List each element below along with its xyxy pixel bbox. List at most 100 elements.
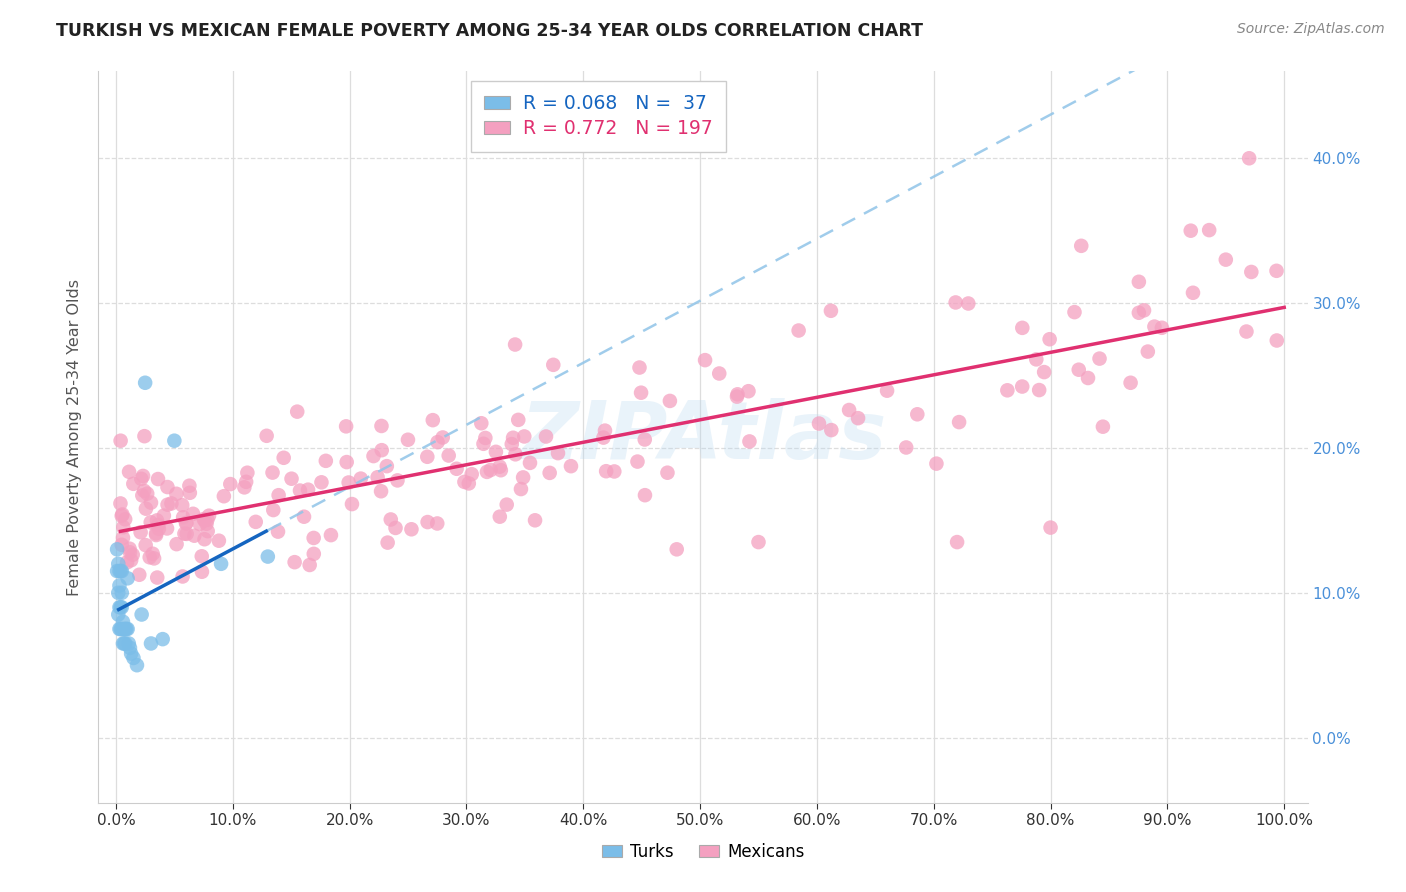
Point <box>156 521 179 535</box>
Point <box>547 446 569 460</box>
Point <box>195 516 218 531</box>
Point <box>236 466 259 480</box>
Point <box>1039 332 1062 346</box>
Point <box>245 515 267 529</box>
Legend: Turks, Mexicans: Turks, Mexicans <box>595 837 811 868</box>
Point <box>297 483 319 497</box>
Point <box>738 434 761 449</box>
Point <box>1039 520 1062 534</box>
Point <box>156 480 179 494</box>
Point <box>1128 306 1150 320</box>
Point <box>350 472 373 486</box>
Point <box>401 522 423 536</box>
Point <box>311 475 333 490</box>
Point <box>143 551 166 566</box>
Point <box>134 376 156 390</box>
Point <box>179 479 201 493</box>
Point <box>285 404 308 418</box>
Point <box>118 545 141 559</box>
Point <box>534 429 557 443</box>
Point <box>110 496 132 510</box>
Point <box>156 498 179 512</box>
Point <box>488 459 510 474</box>
Point <box>111 615 134 629</box>
Point <box>1088 351 1111 366</box>
Point <box>256 549 278 564</box>
Point <box>838 403 860 417</box>
Point <box>193 513 215 527</box>
Point <box>107 586 129 600</box>
Point <box>370 484 392 499</box>
Point <box>139 636 162 650</box>
Point <box>188 516 211 531</box>
Point <box>135 538 157 552</box>
Point <box>111 600 134 615</box>
Point <box>1240 265 1263 279</box>
Point <box>657 466 679 480</box>
Point <box>905 407 928 421</box>
Point <box>193 533 215 547</box>
Point <box>115 622 138 636</box>
Point <box>512 470 534 484</box>
Point <box>256 429 278 443</box>
Point <box>375 459 398 474</box>
Point <box>173 526 195 541</box>
Point <box>110 622 132 636</box>
Text: ZIPAtlas: ZIPAtlas <box>520 398 886 476</box>
Point <box>146 513 169 527</box>
Point <box>115 555 138 569</box>
Point <box>198 508 221 523</box>
Point <box>118 636 141 650</box>
Point <box>503 337 526 351</box>
Point <box>1119 376 1142 390</box>
Point <box>592 431 614 445</box>
Point <box>416 515 439 529</box>
Point <box>593 424 616 438</box>
Point <box>138 550 160 565</box>
Point <box>460 467 482 482</box>
Point <box>112 520 135 534</box>
Point <box>367 470 389 484</box>
Point <box>112 636 135 650</box>
Point <box>495 498 517 512</box>
Point <box>453 475 475 489</box>
Point <box>288 483 311 498</box>
Point <box>446 462 468 476</box>
Point <box>111 622 134 636</box>
Point <box>163 434 186 448</box>
Point <box>538 466 561 480</box>
Point <box>1136 344 1159 359</box>
Point <box>510 482 533 496</box>
Point <box>267 488 290 502</box>
Point <box>665 542 688 557</box>
Point <box>135 501 157 516</box>
Point <box>820 303 842 318</box>
Point <box>142 547 165 561</box>
Point <box>489 463 512 477</box>
Point <box>595 464 617 478</box>
Point <box>134 429 156 443</box>
Point <box>193 512 215 526</box>
Point <box>543 358 565 372</box>
Point <box>1025 352 1047 367</box>
Point <box>488 509 510 524</box>
Point <box>108 622 131 636</box>
Point <box>384 521 406 535</box>
Point <box>505 447 527 461</box>
Point <box>118 465 141 479</box>
Point <box>377 535 399 549</box>
Point <box>524 513 547 527</box>
Point <box>370 419 392 434</box>
Point <box>209 557 232 571</box>
Point <box>110 600 132 615</box>
Point <box>235 475 257 489</box>
Point <box>925 457 948 471</box>
Point <box>807 417 830 431</box>
Point <box>1237 151 1260 165</box>
Point <box>727 387 749 401</box>
Point <box>432 430 454 444</box>
Point <box>1070 239 1092 253</box>
Point <box>1063 305 1085 319</box>
Point <box>603 465 626 479</box>
Point <box>340 497 363 511</box>
